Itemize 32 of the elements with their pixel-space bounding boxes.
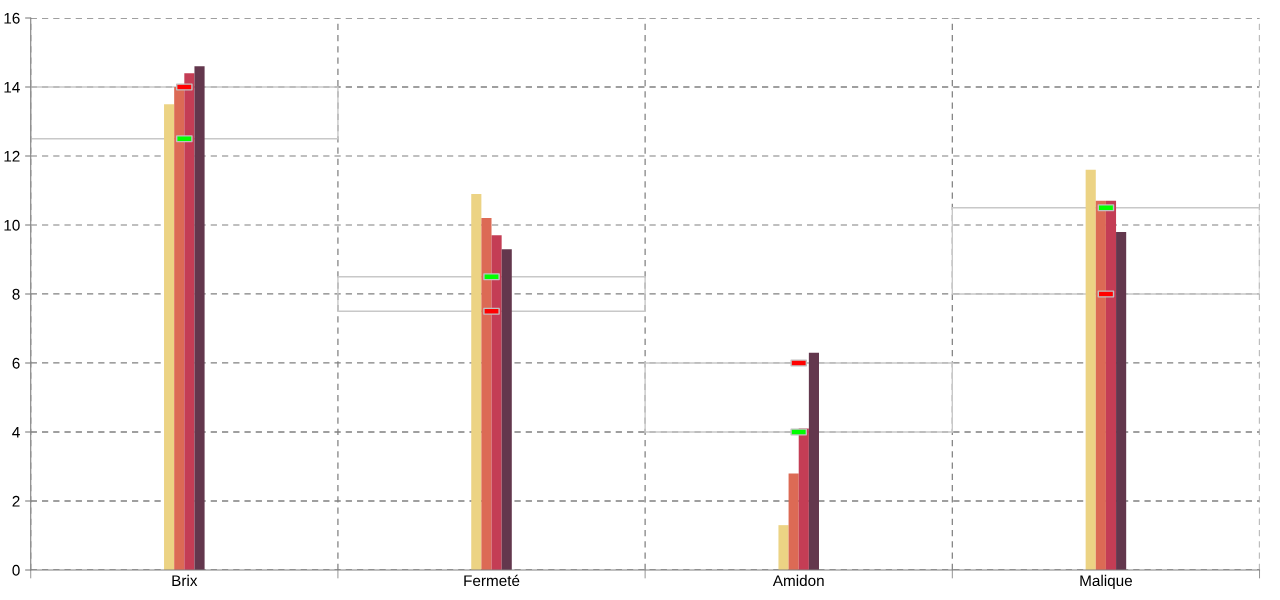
bar <box>491 235 502 570</box>
bar <box>164 104 175 570</box>
bar <box>788 473 799 570</box>
bar <box>808 352 819 570</box>
y-tick-label: 14 <box>4 82 20 93</box>
x-tick-label: Amidon <box>772 574 824 587</box>
y-tick-label: 16 <box>4 12 20 24</box>
x-tick-label: Brix <box>172 574 198 586</box>
bar <box>194 66 205 570</box>
x-tick-label: Fermeté <box>464 574 520 587</box>
y-tick-label: 2 <box>12 495 20 507</box>
y-tick-label: 6 <box>12 357 20 369</box>
bar <box>337 276 646 312</box>
y-tick-label: 12 <box>4 150 20 162</box>
bar <box>1085 169 1096 570</box>
bar <box>798 428 809 570</box>
bar <box>644 362 954 433</box>
bar <box>501 249 512 570</box>
y-tick-label: 4 <box>12 427 20 438</box>
bar <box>1095 200 1106 570</box>
y-tick-label: 10 <box>4 219 20 231</box>
bar <box>184 73 195 570</box>
bar <box>1105 200 1117 570</box>
y-tick-label: 8 <box>12 288 20 300</box>
bar <box>174 87 185 570</box>
y-tick-label: 0 <box>12 564 20 576</box>
bar <box>481 218 492 570</box>
bar <box>778 525 789 570</box>
bar <box>1116 231 1127 570</box>
x-tick-label: Malique <box>1080 574 1132 590</box>
bar <box>30 86 339 140</box>
bar <box>471 193 482 570</box>
